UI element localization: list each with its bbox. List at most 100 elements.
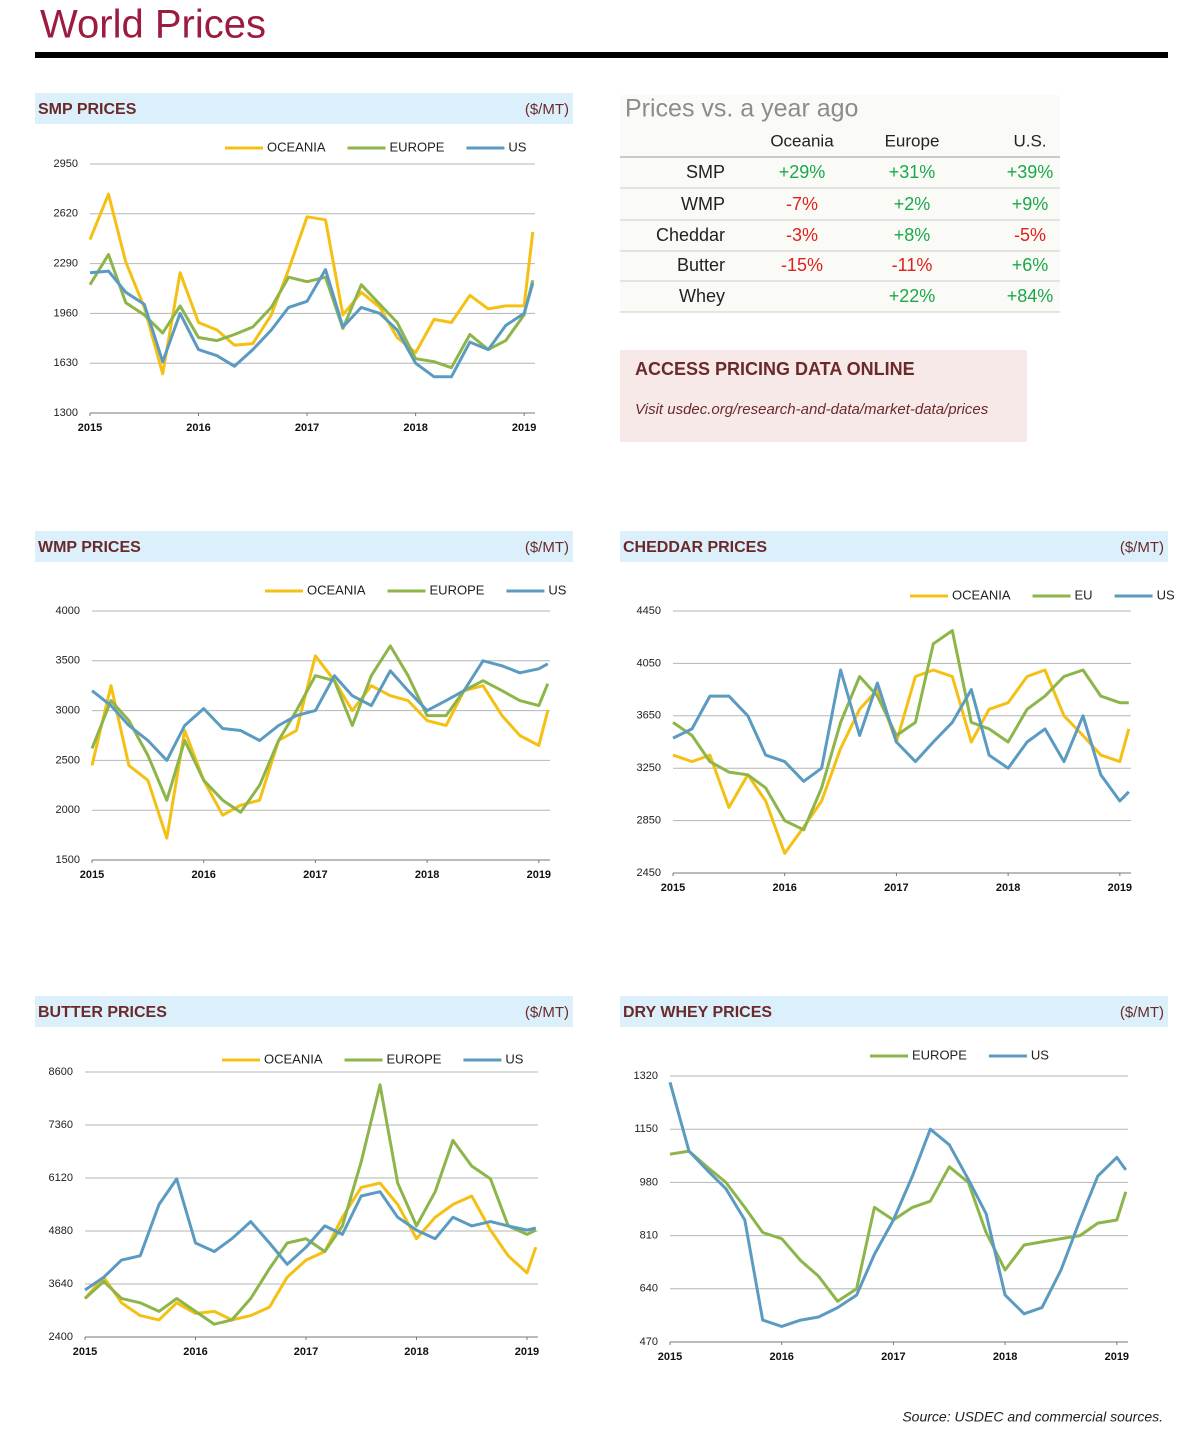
y-tick-label: 4000: [56, 605, 80, 617]
x-tick-label: 2019: [512, 422, 536, 434]
x-tick-label: 2019: [1108, 882, 1132, 894]
x-tick-label: 2018: [404, 1346, 428, 1358]
y-tick-label: 2500: [56, 754, 80, 766]
x-tick-label: 2019: [527, 869, 551, 881]
y-tick-label: 2400: [49, 1331, 73, 1343]
panel-unit: ($/MT): [1120, 1004, 1164, 1021]
data-line: [90, 654, 550, 840]
panel-title: BUTTER PRICES: [38, 1004, 167, 1021]
y-tick-label: 1500: [56, 854, 80, 866]
y-tick-label: 6120: [49, 1172, 73, 1184]
panel-header: [620, 996, 1168, 1027]
table-cell: +9%: [1012, 194, 1049, 214]
data-line: [90, 644, 550, 814]
legend-label: OCEANIA: [952, 587, 1011, 602]
table-bg: [620, 95, 1060, 312]
y-tick-label: 2950: [54, 158, 78, 170]
table-column-header: Europe: [885, 131, 940, 150]
legend-label: EUROPE: [912, 1047, 967, 1062]
y-tick-label: 980: [640, 1176, 658, 1188]
table-column-header: Oceania: [770, 131, 834, 150]
panel-unit: ($/MT): [1120, 539, 1164, 556]
table-cell: -15%: [781, 255, 823, 275]
x-tick-label: 2018: [996, 882, 1020, 894]
x-tick-label: 2016: [186, 422, 210, 434]
legend-label: EUROPE: [390, 139, 445, 154]
data-line: [672, 668, 1130, 803]
y-tick-label: 1300: [54, 407, 78, 419]
table-cell: -3%: [786, 225, 818, 245]
y-tick-label: 640: [640, 1283, 658, 1295]
x-tick-label: 2017: [881, 1351, 905, 1363]
panel-unit: ($/MT): [525, 1004, 569, 1021]
legend-label: OCEANIA: [264, 1051, 323, 1066]
x-tick-label: 2015: [661, 882, 685, 894]
table-title: Prices vs. a year ago: [625, 95, 858, 123]
x-tick-label: 2018: [403, 422, 427, 434]
data-line: [89, 268, 535, 379]
panel-title: SMP PRICES: [38, 101, 137, 118]
y-tick-label: 1150: [634, 1123, 658, 1135]
data-line: [669, 1149, 1128, 1303]
data-line: [91, 659, 549, 762]
panel-header: [35, 93, 573, 124]
legend-label: OCEANIA: [267, 139, 326, 154]
title-rule: [35, 52, 1168, 58]
panel-unit: ($/MT): [525, 539, 569, 556]
data-line: [83, 1181, 538, 1322]
table-cell: +8%: [894, 225, 931, 245]
table-row-label: Cheddar: [656, 225, 725, 245]
legend-label: US: [505, 1051, 523, 1066]
legend-label: US: [508, 139, 526, 154]
legend-label: EU: [1075, 587, 1093, 602]
legend-label: US: [1031, 1047, 1049, 1062]
table-cell: -11%: [892, 255, 933, 275]
table-cell: +84%: [1007, 286, 1054, 306]
table-cell: -7%: [786, 194, 818, 214]
legend-label: EUROPE: [430, 582, 485, 597]
x-tick-label: 2017: [295, 422, 319, 434]
table-cell: +2%: [894, 194, 931, 214]
panel-title: CHEDDAR PRICES: [623, 539, 767, 556]
table-cell: +39%: [1007, 162, 1054, 182]
data-line: [672, 668, 1131, 855]
table-cell: +22%: [889, 286, 936, 306]
table-row-label: Butter: [677, 255, 725, 275]
y-tick-label: 2450: [637, 867, 661, 879]
panel-unit: ($/MT): [525, 101, 569, 118]
access-title: ACCESS PRICING DATA ONLINE: [635, 359, 915, 379]
legend-label: US: [548, 582, 566, 597]
table-row-label: WMP: [681, 194, 725, 214]
y-tick-label: 3000: [56, 705, 80, 717]
y-tick-label: 4880: [49, 1225, 73, 1237]
y-tick-label: 1960: [54, 307, 78, 319]
x-tick-label: 2019: [515, 1346, 539, 1358]
data-line: [672, 629, 1129, 832]
x-tick-label: 2016: [772, 882, 796, 894]
y-tick-label: 8600: [49, 1066, 73, 1078]
table-column-header: U.S.: [1013, 131, 1046, 150]
x-tick-label: 2017: [884, 882, 908, 894]
y-tick-label: 7360: [49, 1119, 73, 1131]
x-tick-label: 2016: [191, 869, 215, 881]
x-tick-label: 2015: [658, 1351, 682, 1363]
x-tick-label: 2018: [415, 869, 439, 881]
panel-title: WMP PRICES: [38, 539, 141, 556]
data-line: [88, 253, 535, 370]
panel-header: [620, 531, 1168, 562]
y-tick-label: 4050: [637, 657, 661, 669]
table-cell: +31%: [889, 162, 936, 182]
table-cell: +6%: [1012, 255, 1049, 275]
y-tick-label: 3650: [637, 710, 661, 722]
y-tick-label: 3640: [49, 1278, 73, 1290]
access-box: [620, 350, 1027, 442]
source-note: Source: USDEC and commercial sources.: [902, 1409, 1163, 1425]
panel-title: DRY WHEY PRICES: [623, 1004, 772, 1021]
x-tick-label: 2017: [303, 869, 327, 881]
data-line: [83, 1083, 537, 1326]
y-tick-label: 1630: [54, 357, 78, 369]
y-tick-label: 4450: [637, 605, 661, 617]
y-tick-label: 2620: [54, 208, 78, 220]
